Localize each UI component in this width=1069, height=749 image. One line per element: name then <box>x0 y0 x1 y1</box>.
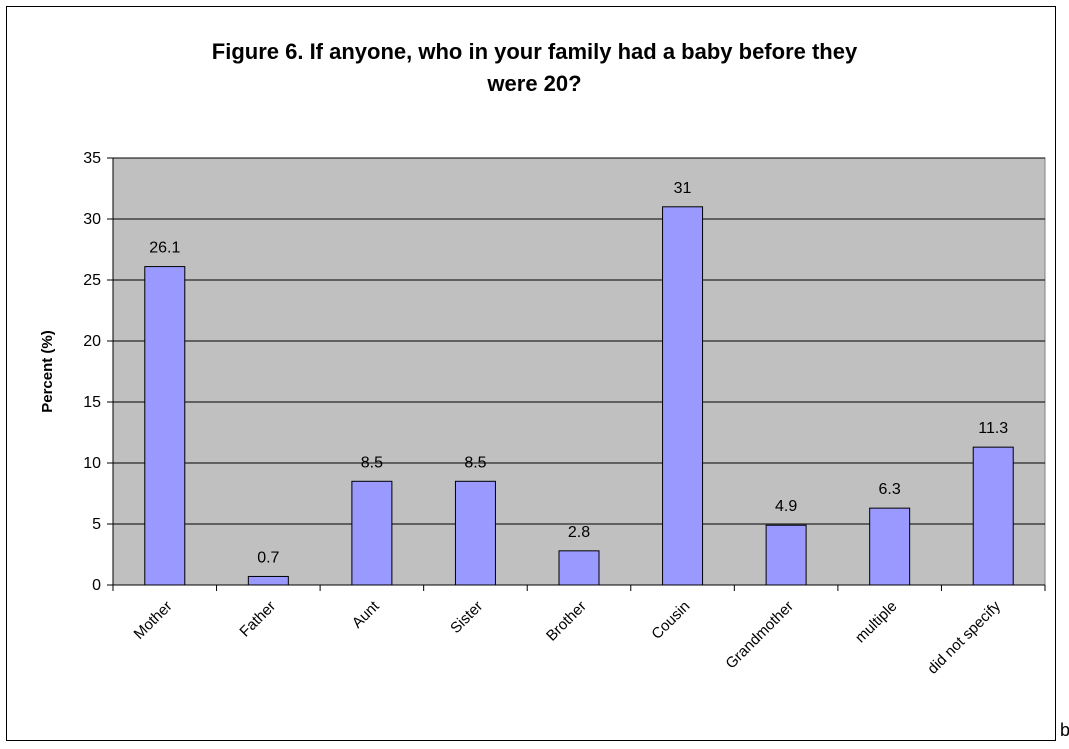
x-tick-label: multiple <box>852 598 901 647</box>
y-tick-label: 5 <box>92 516 101 533</box>
data-label: 26.1 <box>149 240 180 257</box>
bar-multiple <box>869 507 911 586</box>
bar-sister <box>454 480 496 586</box>
data-labels: 26.1 0.7 8.5 8.5 2.8 31 4.9 6.3 11.3 <box>149 180 1008 567</box>
bars <box>144 206 1014 586</box>
bar-cousin <box>662 206 704 586</box>
data-label: 8.5 <box>464 454 486 471</box>
x-tick-label: Mother <box>131 598 176 643</box>
y-axis-label: Percent (%) <box>39 330 56 413</box>
chart-title-line-1: Figure 6. If anyone, who in your family … <box>211 39 858 64</box>
data-label: 4.9 <box>775 498 797 515</box>
bar-grandmother <box>765 524 807 586</box>
x-tick-label: Father <box>236 598 279 641</box>
data-label: 11.3 <box>978 420 1008 437</box>
x-tick-label: Aunt <box>349 597 383 631</box>
bar-brother <box>558 550 600 586</box>
data-label: 8.5 <box>361 454 383 471</box>
y-tick-label: 0 <box>92 577 101 594</box>
x-tick-label: Grandmother <box>722 598 797 673</box>
chart-title-line-2: were 20? <box>487 71 582 96</box>
x-tick-label: Cousin <box>648 598 693 643</box>
y-tick-label: 10 <box>83 455 101 472</box>
bar-aunt <box>351 480 393 586</box>
data-label: 0.7 <box>257 549 279 566</box>
chart-title: Figure 6. If anyone, who in your family … <box>0 36 1069 100</box>
y-tick-label: 35 <box>83 150 101 167</box>
x-tick-label: Sister <box>447 598 486 637</box>
bar-mother <box>144 266 186 586</box>
x-tick-label: did not specify <box>924 597 1004 677</box>
y-tick-label: 20 <box>83 333 101 350</box>
data-label: 2.8 <box>568 524 590 541</box>
bar-father <box>247 575 289 586</box>
data-label: 31 <box>674 180 692 197</box>
x-tick-label: Brother <box>543 598 590 645</box>
y-tick-label: 25 <box>83 272 101 289</box>
data-label: 6.3 <box>879 481 901 498</box>
y-tick-label: 15 <box>83 394 101 411</box>
trailing-character: b <box>1060 720 1069 740</box>
y-tick-label: 30 <box>83 211 101 228</box>
bar-did-not-specify <box>972 446 1014 586</box>
